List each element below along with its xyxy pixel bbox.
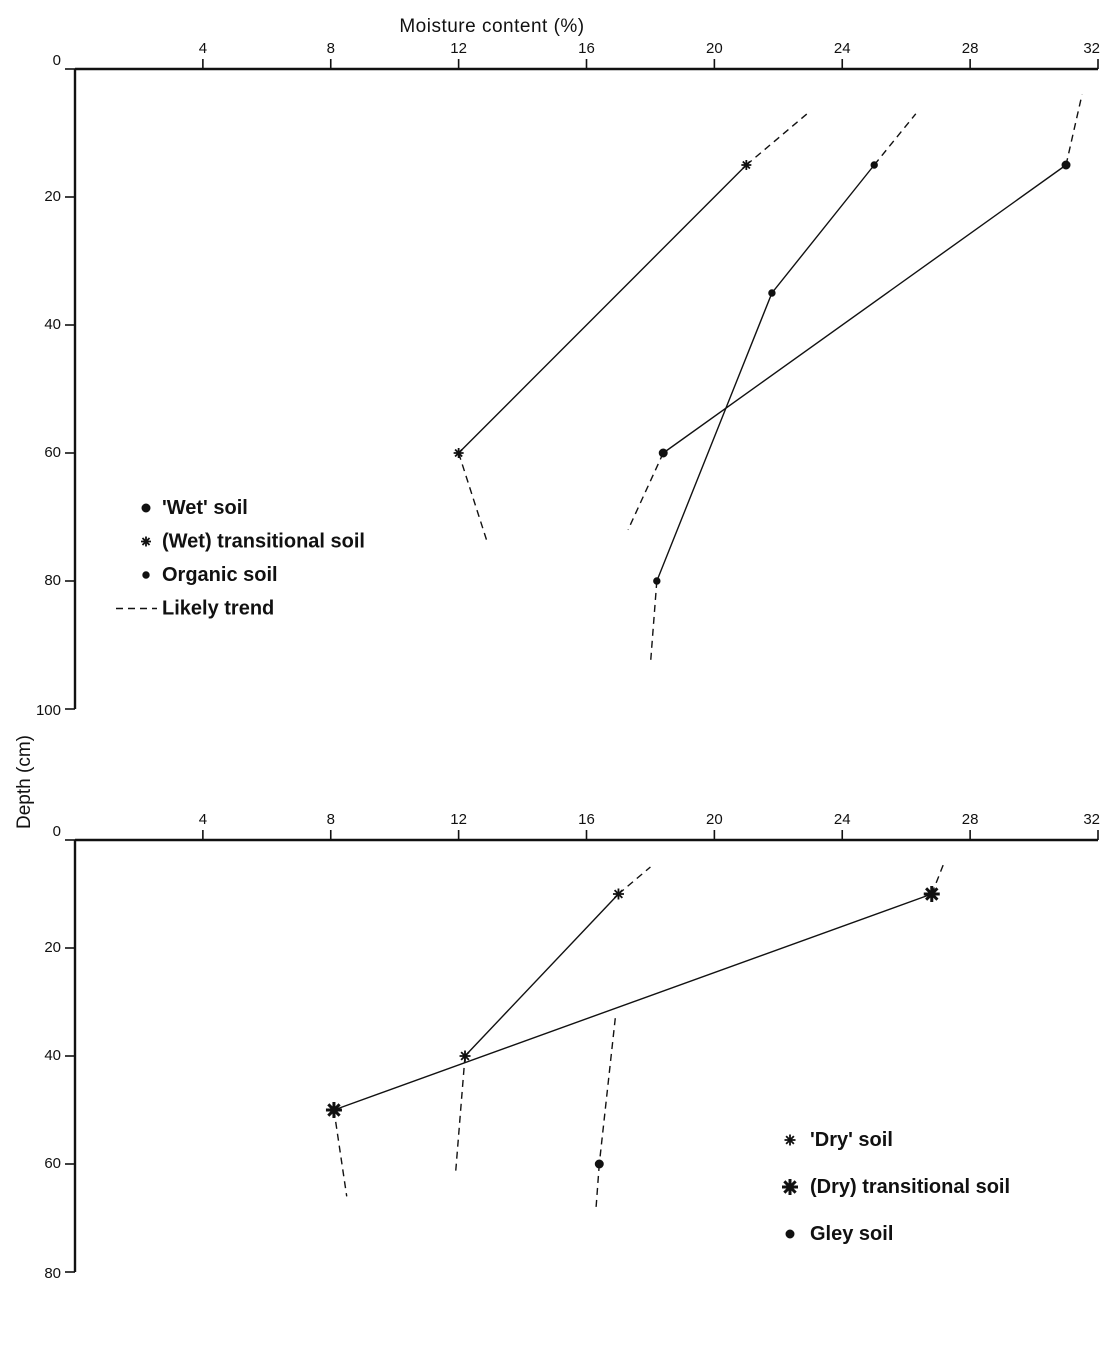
y-tick-label: 60 <box>44 444 61 461</box>
x-tick-label: 16 <box>578 811 595 828</box>
y-tick-label: 20 <box>44 188 61 205</box>
data-point-marker <box>1061 160 1071 170</box>
series-wet-soil <box>627 94 1083 531</box>
trend-line <box>333 1109 348 1197</box>
data-point-marker <box>453 448 464 458</box>
legend: 'Dry' soil (Dry) transitional soil Gley so… <box>782 1129 1010 1245</box>
trend-line <box>618 866 651 895</box>
data-point-marker <box>459 1050 471 1062</box>
y-tick-label: 60 <box>44 1155 61 1172</box>
x-tick-label: 4 <box>199 811 207 828</box>
legend-label: 'Wet' soil <box>162 497 248 519</box>
series-line <box>333 893 933 1111</box>
data-point-marker <box>612 888 624 900</box>
legend-marker <box>782 1179 798 1195</box>
x-tick-label: 8 <box>327 40 335 57</box>
series-gley-soil <box>594 1018 616 1208</box>
series-dry-soil <box>454 866 651 1175</box>
y-tick-label: 40 <box>44 316 61 333</box>
x-tick-label: 16 <box>578 40 595 57</box>
x-tick-label: 20 <box>706 811 723 828</box>
series-dry-transitional-soil <box>325 861 946 1197</box>
series-line <box>458 164 747 454</box>
data-point-marker <box>594 1159 604 1169</box>
trend-line <box>649 580 658 665</box>
series-line <box>662 164 1067 454</box>
trend-line <box>1065 94 1083 166</box>
y-tick-label: 80 <box>44 572 61 589</box>
data-point-marker <box>870 161 878 169</box>
x-tick-label: 24 <box>834 40 851 57</box>
y-tick-label: 20 <box>44 939 61 956</box>
x-tick-label: 24 <box>834 811 851 828</box>
trend-line <box>454 1055 466 1175</box>
legend-label: Gley soil <box>810 1223 893 1245</box>
legend-marker <box>785 1229 795 1239</box>
x-tick-label: 4 <box>199 40 207 57</box>
series-line <box>464 893 619 1057</box>
trend-line <box>457 452 489 543</box>
y-tick-label: 40 <box>44 1047 61 1064</box>
y-tick-label: 0 <box>53 823 61 840</box>
trend-line <box>873 113 917 166</box>
trend-line <box>598 1018 616 1165</box>
x-tick-label: 12 <box>450 40 467 57</box>
x-tick-label: 32 <box>1083 40 1100 57</box>
legend-label: Organic soil <box>162 564 278 586</box>
legend: 'Wet' soil (Wet) transitional soil Organic… <box>116 497 365 620</box>
data-point-marker <box>923 886 940 902</box>
x-tick-label: 20 <box>706 40 723 57</box>
data-point-marker <box>325 1102 342 1118</box>
y-tick-label: 0 <box>53 52 61 69</box>
legend-marker <box>142 571 150 579</box>
x-tick-label: 8 <box>327 811 335 828</box>
data-point-marker <box>741 160 752 170</box>
data-point-marker <box>658 448 668 458</box>
x-tick-label: 12 <box>450 811 467 828</box>
legend-label: Likely trend <box>162 598 274 620</box>
trend-line <box>627 452 664 531</box>
legend-marker <box>141 503 151 513</box>
data-point-marker <box>653 577 661 585</box>
trend-line <box>745 113 808 166</box>
legend-label: (Dry) transitional soil <box>810 1176 1010 1198</box>
series-wet-transitional-soil <box>453 113 808 543</box>
trend-line <box>931 861 946 895</box>
series-line <box>656 164 875 582</box>
x-tick-label: 32 <box>1083 811 1100 828</box>
x-tick-label: 28 <box>962 40 979 57</box>
legend-marker <box>784 1134 796 1146</box>
data-point-marker <box>768 289 776 297</box>
trend-line <box>595 1163 600 1208</box>
x-axis-title: Moisture content (%) <box>399 16 584 37</box>
series-organic-soil <box>649 113 917 665</box>
y-tick-label: 100 <box>36 702 61 719</box>
legend-label: (Wet) transitional soil <box>162 531 365 553</box>
legend-label: 'Dry' soil <box>810 1129 893 1151</box>
y-tick-label: 80 <box>44 1265 61 1282</box>
legend-marker <box>141 536 151 547</box>
y-axis-title: Depth (cm) <box>14 735 35 829</box>
x-tick-label: 28 <box>962 811 979 828</box>
